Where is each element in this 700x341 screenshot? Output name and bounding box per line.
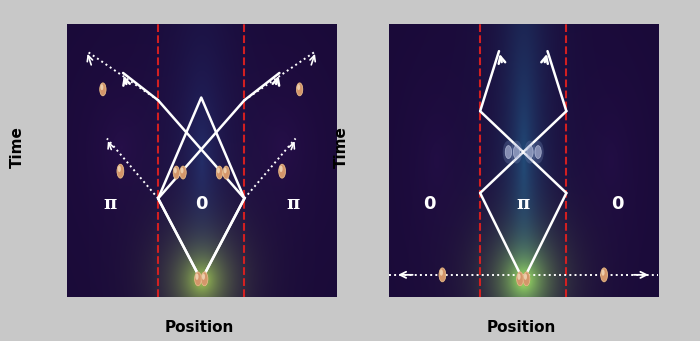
- Circle shape: [297, 83, 303, 96]
- Circle shape: [201, 272, 208, 286]
- Circle shape: [217, 167, 220, 173]
- Circle shape: [523, 271, 531, 286]
- Circle shape: [503, 140, 514, 164]
- Circle shape: [279, 164, 286, 178]
- Text: 0: 0: [195, 195, 207, 213]
- Circle shape: [439, 268, 446, 282]
- Circle shape: [296, 82, 303, 97]
- Text: Position: Position: [486, 320, 556, 335]
- Circle shape: [181, 167, 183, 173]
- Circle shape: [180, 166, 186, 179]
- Circle shape: [517, 272, 524, 286]
- Circle shape: [440, 269, 443, 276]
- Circle shape: [523, 272, 530, 286]
- Circle shape: [99, 83, 106, 96]
- Circle shape: [298, 84, 300, 90]
- Circle shape: [173, 166, 179, 179]
- Circle shape: [223, 166, 230, 179]
- Circle shape: [601, 267, 608, 282]
- Circle shape: [118, 166, 121, 172]
- Circle shape: [601, 268, 608, 282]
- Text: 0: 0: [611, 195, 624, 213]
- Circle shape: [195, 273, 199, 280]
- Text: Time: Time: [333, 126, 349, 167]
- Circle shape: [505, 146, 512, 159]
- Circle shape: [516, 271, 524, 286]
- Text: π: π: [286, 195, 300, 213]
- Text: 0: 0: [423, 195, 435, 213]
- Circle shape: [195, 272, 202, 286]
- Circle shape: [174, 167, 177, 173]
- Circle shape: [524, 273, 527, 280]
- Circle shape: [279, 166, 283, 172]
- Circle shape: [223, 165, 230, 180]
- Circle shape: [601, 269, 605, 276]
- Circle shape: [511, 140, 522, 164]
- Circle shape: [194, 271, 202, 286]
- Circle shape: [100, 84, 104, 90]
- Circle shape: [517, 273, 521, 280]
- Circle shape: [524, 140, 536, 164]
- Circle shape: [527, 146, 533, 159]
- Circle shape: [99, 82, 106, 97]
- Text: π: π: [517, 195, 530, 213]
- Circle shape: [201, 271, 209, 286]
- Circle shape: [439, 267, 446, 282]
- Circle shape: [173, 165, 180, 180]
- Text: Time: Time: [10, 126, 25, 167]
- Circle shape: [216, 165, 223, 180]
- Text: Position: Position: [164, 320, 235, 335]
- Circle shape: [533, 140, 544, 164]
- Circle shape: [216, 166, 223, 179]
- Circle shape: [513, 146, 519, 159]
- Circle shape: [535, 146, 541, 159]
- Circle shape: [224, 167, 227, 173]
- Circle shape: [279, 164, 286, 179]
- Circle shape: [117, 164, 124, 179]
- Circle shape: [180, 165, 187, 180]
- Circle shape: [117, 164, 124, 178]
- Circle shape: [202, 273, 205, 280]
- Text: π: π: [103, 195, 116, 213]
